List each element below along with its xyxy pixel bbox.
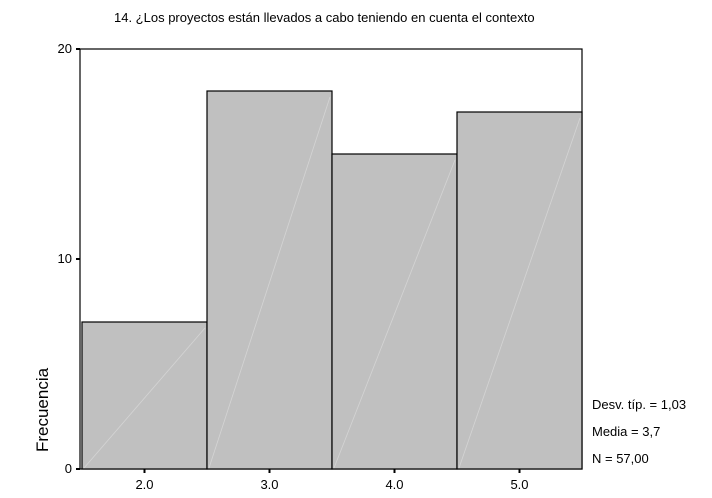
- bar-2.0: [81, 321, 208, 470]
- stats-n: N = 57,00: [592, 451, 649, 466]
- y-tick-label: 10: [58, 251, 72, 266]
- chart-title: 14. ¿Los proyectos están llevados a cabo…: [114, 10, 535, 25]
- stats-mean: Media = 3,7: [592, 424, 660, 439]
- x-tick-label: 2.0: [135, 477, 153, 492]
- stats-std: Desv. típ. = 1,03: [592, 397, 686, 412]
- y-axis-label: Frecuencia: [33, 367, 52, 452]
- x-tick-label: 3.0: [260, 477, 278, 492]
- x-ticks: 2.0 3.0 4.0 5.0: [135, 469, 529, 492]
- y-ticks: 0 10 20: [58, 41, 80, 476]
- bar-shading-line: [458, 117, 581, 469]
- y-tick-label: 20: [58, 41, 72, 56]
- x-tick-label: 5.0: [510, 477, 528, 492]
- bar-4.0: [331, 153, 458, 470]
- bars-group: [81, 90, 583, 470]
- bar-shading-line: [333, 159, 456, 469]
- bar-shading-line: [83, 327, 206, 469]
- y-tick-label: 0: [65, 461, 72, 476]
- bar-shading-line: [208, 96, 331, 469]
- x-tick-label: 4.0: [385, 477, 403, 492]
